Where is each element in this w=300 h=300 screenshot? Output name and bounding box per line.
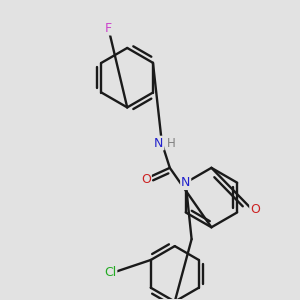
Text: N: N [154, 136, 164, 150]
Text: F: F [105, 22, 112, 34]
Text: H: H [167, 136, 175, 150]
Text: O: O [141, 173, 151, 186]
Text: Cl: Cl [104, 266, 116, 279]
Text: N: N [181, 176, 190, 189]
Text: O: O [250, 203, 260, 216]
